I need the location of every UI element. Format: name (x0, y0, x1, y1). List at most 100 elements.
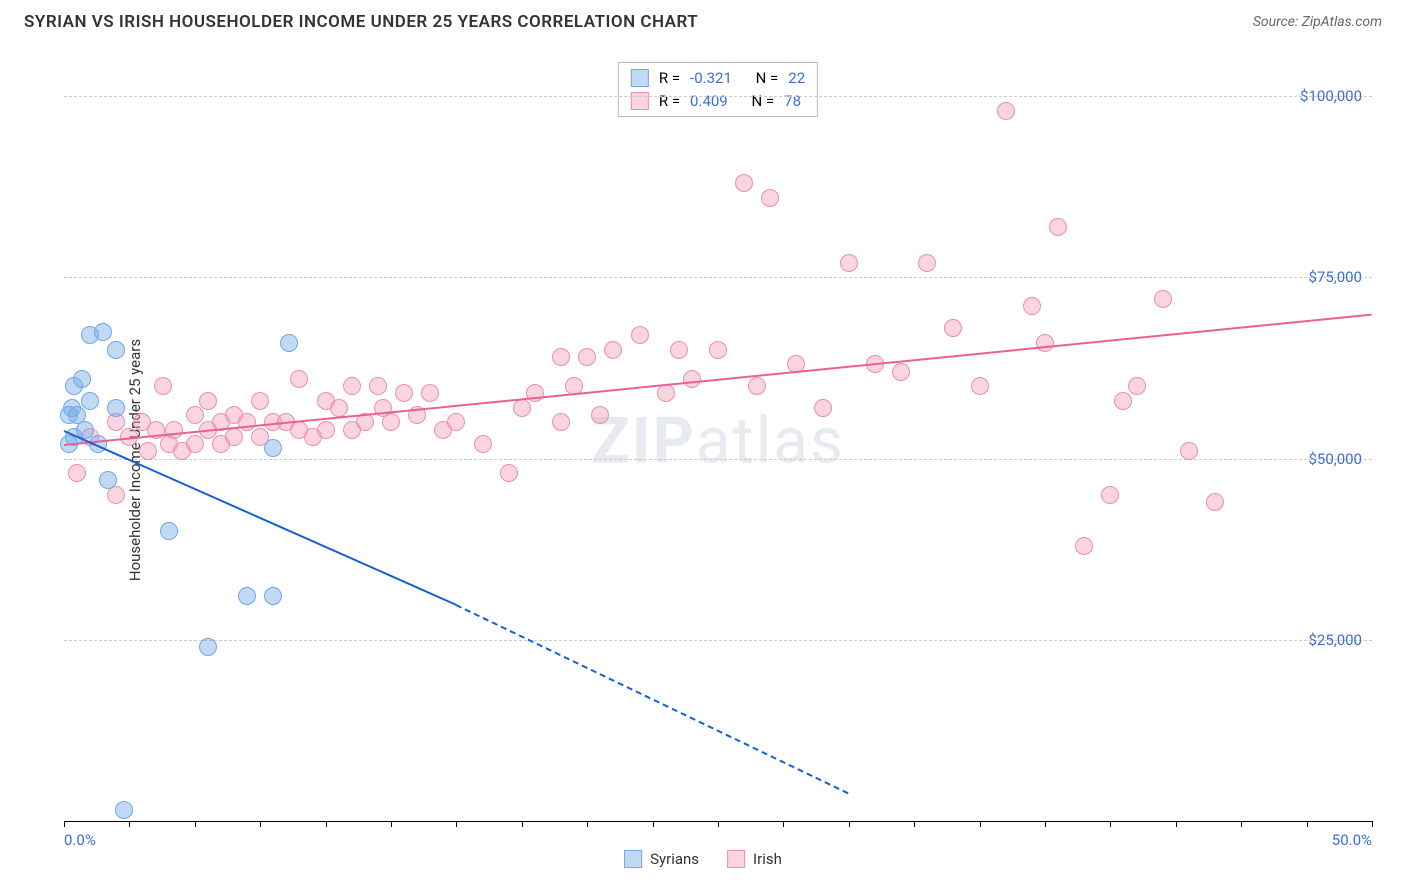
xtick-label: 0.0% (64, 831, 96, 849)
watermark: ZIPatlas (591, 403, 845, 478)
data-point (814, 399, 832, 417)
data-point (474, 435, 492, 453)
data-point (1206, 493, 1224, 511)
data-point (604, 341, 622, 359)
data-point (199, 392, 217, 410)
swatch-syrians (624, 850, 642, 868)
trend-line (456, 604, 849, 794)
data-point (264, 587, 282, 605)
data-point (997, 102, 1015, 120)
plot-area: ZIPatlas R = -0.321 N = 22 R = 0.409 N =… (64, 60, 1372, 822)
xtick (914, 821, 915, 827)
stats-N-syrians: 22 (788, 67, 805, 90)
data-point (578, 348, 596, 366)
data-point (552, 348, 570, 366)
data-point (369, 377, 387, 395)
data-point (225, 428, 243, 446)
data-point (513, 399, 531, 417)
xtick (391, 821, 392, 827)
legend-label-irish: Irish (753, 850, 782, 868)
data-point (1023, 297, 1041, 315)
swatch-syrians (631, 69, 649, 87)
xtick (195, 821, 196, 827)
data-point (280, 334, 298, 352)
data-point (165, 421, 183, 439)
legend-item-irish: Irish (727, 850, 782, 868)
data-point (81, 392, 99, 410)
trend-line (64, 314, 1372, 446)
xtick (1372, 821, 1373, 827)
xtick-label: 50.0% (1332, 831, 1372, 849)
data-point (526, 384, 544, 402)
data-point (1154, 290, 1172, 308)
data-point (761, 189, 779, 207)
data-point (139, 442, 157, 460)
xtick (522, 821, 523, 827)
data-point (1075, 537, 1093, 555)
data-point (395, 384, 413, 402)
legend-label-syrians: Syrians (650, 850, 699, 868)
data-point (892, 363, 910, 381)
trend-line (64, 430, 457, 606)
stats-R-irish: 0.409 (690, 90, 728, 113)
data-point (154, 377, 172, 395)
gridline (64, 96, 1372, 97)
data-point (683, 370, 701, 388)
data-point (186, 435, 204, 453)
xtick (129, 821, 130, 827)
data-point (251, 392, 269, 410)
chart-title: SYRIAN VS IRISH HOUSEHOLDER INCOME UNDER… (24, 12, 698, 32)
stats-R-syrians: -0.321 (690, 67, 732, 90)
data-point (709, 341, 727, 359)
header: SYRIAN VS IRISH HOUSEHOLDER INCOME UNDER… (0, 0, 1406, 40)
data-point (160, 522, 178, 540)
data-point (735, 174, 753, 192)
data-point (68, 464, 86, 482)
xtick (64, 821, 65, 827)
legend-item-syrians: Syrians (624, 850, 699, 868)
stats-row-syrians: R = -0.321 N = 22 (631, 67, 805, 90)
xtick (1307, 821, 1308, 827)
chart-container: Householder Income Under 25 years ZIPatl… (24, 48, 1382, 872)
stats-R-label: R = (659, 90, 680, 113)
gridline (64, 459, 1372, 460)
swatch-irish (727, 850, 745, 868)
data-point (552, 413, 570, 431)
data-point (60, 406, 78, 424)
data-point (317, 421, 335, 439)
data-point (447, 413, 465, 431)
xtick (849, 821, 850, 827)
data-point (1180, 442, 1198, 460)
xtick (1176, 821, 1177, 827)
stats-N-label: N = (751, 90, 774, 113)
xtick (653, 821, 654, 827)
stats-R-label: R = (659, 67, 680, 90)
data-point (1114, 392, 1132, 410)
xtick (1110, 821, 1111, 827)
data-point (330, 399, 348, 417)
data-point (238, 587, 256, 605)
data-point (670, 341, 688, 359)
stats-N-label: N = (756, 67, 779, 90)
ytick-label: $100,000 (1300, 87, 1362, 105)
data-point (238, 413, 256, 431)
data-point (73, 370, 91, 388)
xtick (587, 821, 588, 827)
xtick (326, 821, 327, 827)
xtick (718, 821, 719, 827)
gridline (64, 277, 1372, 278)
xtick (1045, 821, 1046, 827)
stats-N-irish: 78 (784, 90, 801, 113)
xtick (260, 821, 261, 827)
data-point (186, 406, 204, 424)
data-point (1049, 218, 1067, 236)
data-point (1101, 486, 1119, 504)
swatch-irish (631, 92, 649, 110)
xtick (456, 821, 457, 827)
data-point (94, 323, 112, 341)
data-point (107, 399, 125, 417)
data-point (944, 319, 962, 337)
data-point (631, 326, 649, 344)
data-point (500, 464, 518, 482)
data-point (591, 406, 609, 424)
